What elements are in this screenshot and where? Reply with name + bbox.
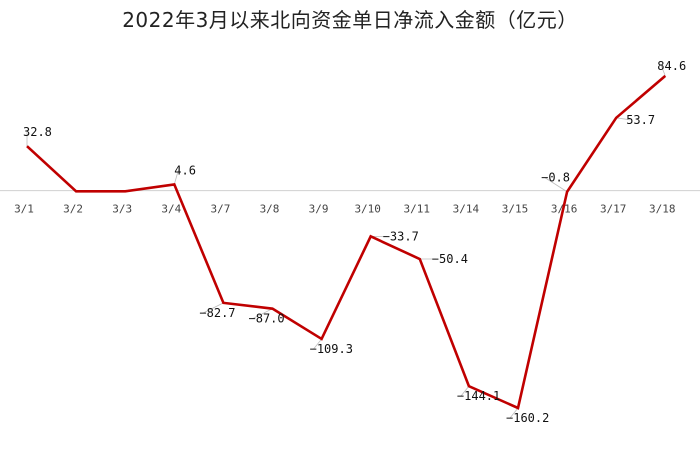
x-tick-label: 3/9 bbox=[309, 203, 329, 216]
chart-title: 2022年3月以来北向资金单日净流入金额（亿元） bbox=[122, 8, 578, 32]
x-tick-label: 3/14 bbox=[453, 203, 480, 216]
x-tick-label: 3/1 bbox=[14, 203, 34, 216]
series-line bbox=[26, 74, 667, 410]
data-label: −109.3 bbox=[310, 342, 353, 356]
label-leader-line bbox=[173, 170, 179, 185]
data-label: 53.7 bbox=[626, 113, 655, 127]
x-tick-labels: 3/1 3/2 3/3 3/4 3/7 3/8 3/9 3/10 3/11 3/14 3/15 3/1… bbox=[14, 203, 675, 216]
x-tick-label: 3/18 bbox=[649, 203, 676, 216]
x-tick-label: 3/17 bbox=[600, 203, 627, 216]
label-leader-line bbox=[544, 177, 568, 193]
label-leader-line bbox=[616, 117, 631, 121]
data-label: −0.8 bbox=[541, 171, 570, 185]
label-leader-line bbox=[313, 338, 322, 350]
x-tick-label: 3/2 bbox=[63, 203, 83, 216]
data-label: 32.8 bbox=[23, 125, 52, 139]
label-leader-line bbox=[509, 407, 519, 419]
x-tick-label: 3/8 bbox=[260, 203, 280, 216]
label-leader-lines bbox=[26, 65, 666, 419]
data-label: −144.1 bbox=[457, 389, 500, 403]
x-tick-label: 3/15 bbox=[502, 203, 529, 216]
data-label: −160.2 bbox=[506, 411, 549, 425]
label-leader-line bbox=[252, 308, 273, 320]
x-tick-label: 3/4 bbox=[161, 203, 181, 216]
data-label: 84.6 bbox=[657, 59, 686, 73]
x-tick-label: 3/11 bbox=[404, 203, 431, 216]
data-label: −33.7 bbox=[383, 229, 419, 243]
label-leader-line bbox=[660, 65, 666, 77]
label-leader-line bbox=[460, 385, 470, 397]
data-label: −87.0 bbox=[249, 312, 285, 326]
data-label: 4.6 bbox=[174, 163, 196, 177]
data-labels: 32.84.6−82.7 −87.0−109.3−33.7−50.4−144.1−… bbox=[23, 59, 686, 425]
data-label: −50.4 bbox=[432, 252, 468, 266]
data-label: −82.7 bbox=[199, 306, 235, 320]
label-leader-line bbox=[203, 302, 224, 314]
x-tick-label: 3/7 bbox=[210, 203, 230, 216]
x-tick-label: 3/3 bbox=[112, 203, 132, 216]
x-tick-label: 3/10 bbox=[354, 203, 381, 216]
